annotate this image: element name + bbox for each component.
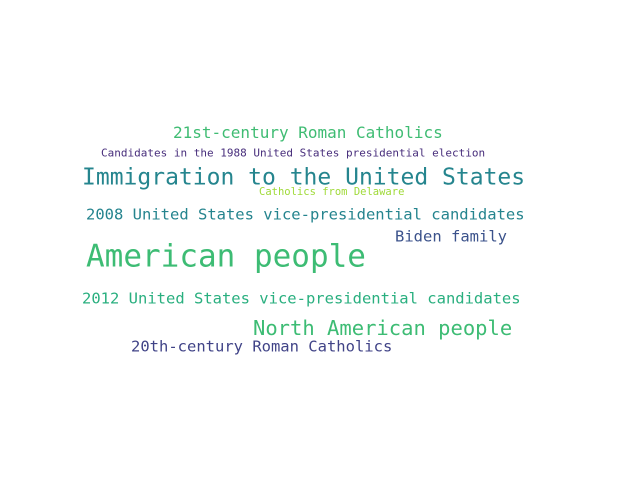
word-american-people: American people — [86, 238, 366, 275]
word-catholics-from-delaware: Catholics from Delaware — [259, 185, 405, 198]
word-north-american-people: North American people — [253, 315, 513, 340]
word-biden-family: Biden family — [395, 227, 507, 246]
word-2012-vp-candidates: 2012 United States vice-presidential can… — [82, 289, 521, 308]
word-2008-vp-candidates: 2008 United States vice-presidential can… — [86, 205, 525, 224]
word-immigration-to-the-united-states: Immigration to the United States — [82, 164, 526, 191]
word-21st-century-roman-catholics: 21st-century Roman Catholics — [173, 123, 443, 142]
word-20th-century-roman-catholics: 20th-century Roman Catholics — [131, 337, 393, 356]
word-candidates-1988-election: Candidates in the 1988 United States pre… — [101, 146, 486, 160]
